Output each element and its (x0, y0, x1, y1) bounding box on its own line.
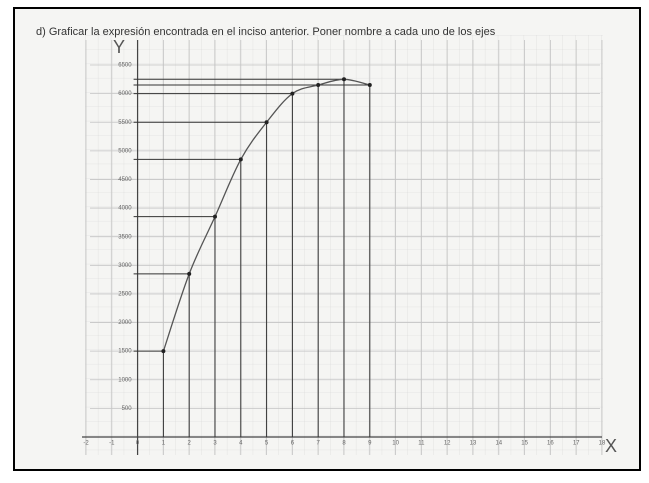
x-tick-label: 15 (521, 441, 528, 447)
y-tick-label: 3000 (118, 263, 132, 269)
y-tick-label: 6000 (118, 91, 132, 97)
x-tick-label: -2 (83, 441, 89, 447)
x-tick-label: 11 (418, 441, 425, 447)
point (187, 272, 191, 276)
x-tick-label: 16 (547, 441, 554, 447)
y-tick-label: 5500 (118, 120, 132, 126)
point (161, 349, 165, 353)
chart-title: d) Graficar la expresión encontrada en e… (36, 26, 496, 38)
x-tick-label: 10 (392, 441, 399, 447)
point (290, 92, 294, 96)
x-tick-label: 14 (495, 441, 502, 447)
x-tick-label: -1 (109, 441, 115, 447)
y-tick-label: 1500 (118, 349, 132, 355)
point (368, 83, 372, 87)
x-tick-label: 18 (599, 441, 606, 447)
y-tick-label: 2000 (118, 320, 132, 326)
y-tick-label: 3500 (118, 234, 132, 240)
y-axis-label: Y (113, 37, 125, 57)
point (213, 215, 217, 219)
point (265, 120, 269, 124)
x-tick-label: 12 (444, 441, 451, 447)
y-tick-label: 6500 (118, 63, 132, 69)
x-tick-label: 13 (470, 441, 477, 447)
y-tick-label: 500 (122, 406, 133, 412)
x-tick-label: 17 (573, 441, 580, 447)
y-tick-label: 4500 (118, 177, 132, 183)
point (342, 77, 346, 81)
y-tick-label: 1000 (118, 377, 132, 383)
chart: d) Graficar la expresión encontrada en e… (0, 0, 649, 483)
y-tick-label: 4000 (118, 206, 132, 212)
point (239, 157, 243, 161)
point (316, 83, 320, 87)
y-tick-label: 2500 (118, 292, 132, 298)
y-tick-label: 5000 (118, 148, 132, 154)
x-axis-label: X (605, 436, 617, 456)
